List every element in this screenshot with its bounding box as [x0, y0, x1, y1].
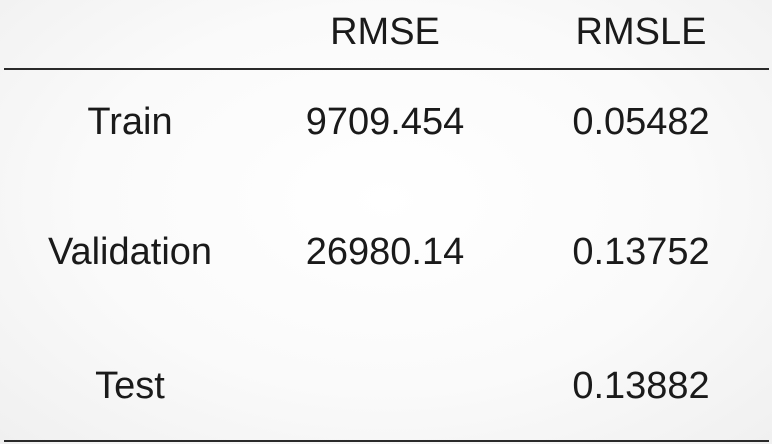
validation-rmse: 26980.14 [305, 231, 465, 273]
bottom-divider [4, 440, 769, 442]
train-rmse: 9709.454 [305, 101, 465, 143]
test-rmse [265, 364, 505, 408]
header-divider [4, 68, 769, 70]
header-empty [10, 10, 250, 54]
row-label-validation: Validation [47, 231, 213, 273]
test-rmsle: 0.13882 [572, 365, 710, 407]
row-label-test: Test [95, 365, 165, 407]
header-rmsle: RMSLE [575, 11, 707, 53]
header-rmse: RMSE [330, 11, 440, 53]
validation-rmsle: 0.13752 [572, 231, 710, 273]
train-rmsle: 0.05482 [572, 101, 710, 143]
row-label-train: Train [87, 101, 173, 143]
